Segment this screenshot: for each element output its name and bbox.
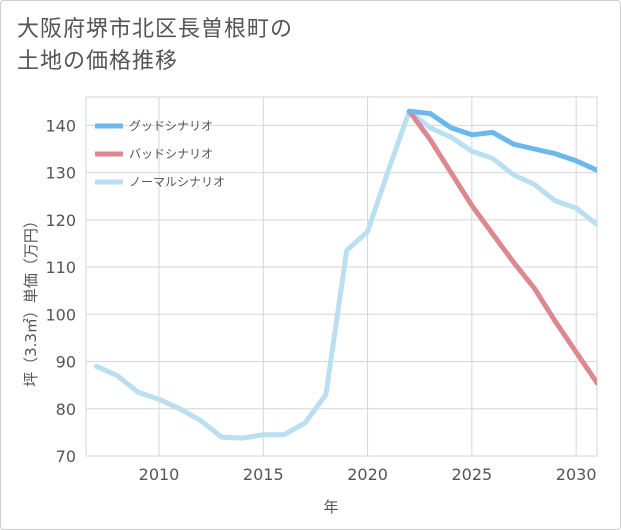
y-tick-label: 130 (45, 164, 76, 183)
series-lines (93, 108, 597, 441)
y-tick-label: 110 (45, 258, 76, 277)
y-tick-label: 120 (45, 211, 76, 230)
legend-label-good: グッドシナリオ (129, 119, 213, 133)
x-tick-label: 2020 (347, 465, 388, 484)
series-line-normal (93, 108, 597, 441)
title-line-1: 大阪府堺市北区長曽根町の (17, 17, 294, 42)
y-tick-label: 90 (56, 353, 76, 372)
y-tick-label: 70 (56, 447, 76, 466)
y-axis-title: 坪（3.3㎡）単価（万円） (22, 213, 40, 387)
series-line-bad (406, 108, 597, 386)
grid-lines (85, 96, 598, 457)
x-tick-label: 2015 (243, 465, 284, 484)
x-axis-title: 年 (323, 498, 338, 516)
title-line-2: 土地の価格推移 (17, 49, 179, 74)
y-tick-label: 140 (45, 116, 76, 135)
x-tick-label: 2030 (556, 465, 597, 484)
legend-label-bad: バッドシナリオ (129, 147, 213, 161)
y-tick-label: 100 (45, 305, 76, 324)
x-tick-label: 2010 (139, 465, 180, 484)
y-tick-label: 80 (56, 400, 76, 419)
legend-label-normal: ノーマルシナリオ (129, 175, 225, 189)
chart-title: 大阪府堺市北区長曽根町の 土地の価格推移 (17, 14, 293, 78)
x-tick-label: 2025 (451, 465, 492, 484)
series-line-good (406, 108, 597, 173)
axes: 70 80 90 100 110 120 130 140 2010 2015 2020 2025 203… (45, 116, 596, 484)
